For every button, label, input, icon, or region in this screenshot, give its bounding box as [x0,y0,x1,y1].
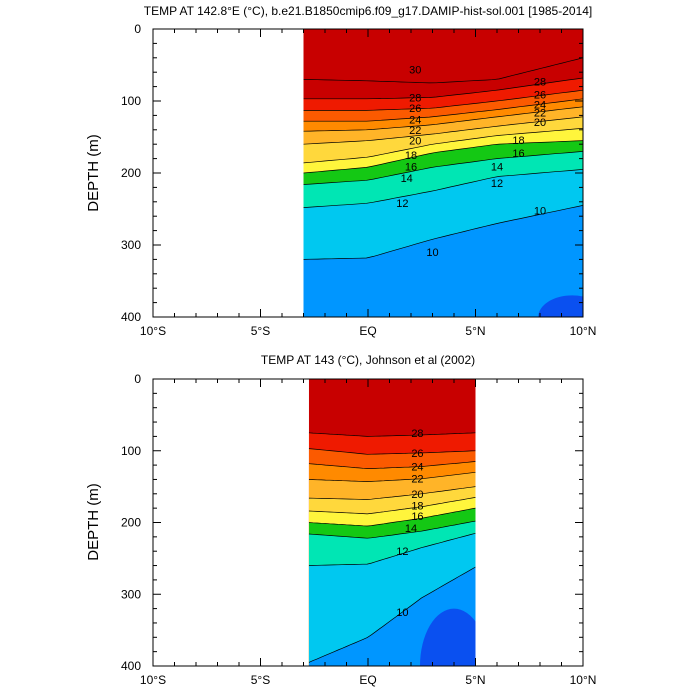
cold-core [538,295,583,317]
isotherm-20 [303,116,583,145]
contour-label: 20 [411,489,423,501]
isotherm-22 [303,106,583,132]
isotherm-24 [303,98,583,122]
x-tick-label: 5°S [251,673,270,687]
contour-label: 10 [426,247,438,259]
isotherm-28 [308,432,476,437]
isotherm-12 [303,169,583,208]
contour-label: 14 [491,162,503,174]
bottom-panel: TEMP AT 143 (°C), Johnson et al (2002) D… [85,353,597,687]
contour-label: 18 [512,135,524,147]
contour-label: 20 [409,136,421,148]
y-tick-label: 300 [121,587,141,601]
y-tick-label: 200 [121,516,141,530]
top-panel: TEMP AT 142.8°E (°C), b.e21.B1850cmip6.f… [85,4,597,338]
x-tick-label: 5°N [465,324,485,338]
y-tick-label: 400 [121,659,141,673]
isotherm-22 [308,471,476,482]
contour-label: 18 [405,150,417,162]
contour-label: 14 [405,523,417,535]
y-tick-label: 400 [121,310,141,324]
contour-label: 24 [534,100,546,112]
isotherm-26 [303,89,583,111]
contour-label: 16 [411,511,423,523]
contour-label: 22 [534,108,546,120]
contour-label: 26 [409,103,421,115]
contour-label: 22 [411,474,423,486]
contour-label: 26 [534,90,546,102]
isotherm-18 [308,497,476,515]
x-tick-label: EQ [359,673,376,687]
bottom-y-axis-label: DEPTH (m) [85,483,102,561]
x-tick-label: 10°N [570,673,597,687]
isotherm-10 [308,566,476,663]
contour-label: 12 [396,198,408,210]
x-tick-label: EQ [359,324,376,338]
contour-band-10 [303,205,583,317]
contour-label: 24 [409,115,421,127]
contour-label: 22 [409,125,421,137]
top-chart-title: TEMP AT 142.8°E (°C), b.e21.B1850cmip6.f… [144,4,593,18]
contour-label: 26 [411,448,423,460]
isotherm-18 [303,128,583,164]
contour-label: 28 [409,92,421,104]
x-tick-label: 10°S [140,324,166,338]
contour-label: 30 [409,64,421,76]
y-tick-label: 200 [121,166,141,180]
isotherm-14 [308,520,476,539]
bottom-chart-title: TEMP AT 143 (°C), Johnson et al (2002) [261,353,475,367]
contour-label: 12 [396,546,408,558]
top-plot-area: 3028262422201816141210282624222018161412… [121,22,597,338]
x-tick-label: 5°S [251,324,270,338]
isotherm-30 [303,57,583,84]
contour-label: 16 [512,148,524,160]
isotherm-20 [308,486,476,500]
contour-label: 14 [401,173,413,185]
y-tick-label: 0 [134,22,141,36]
isotherm-10 [303,205,583,260]
isotherm-24 [308,461,476,469]
cold-core [420,608,476,666]
contour-label: 28 [534,77,546,89]
x-tick-label: 5°N [465,673,485,687]
x-tick-label: 10°S [140,673,166,687]
contour-fill: 3028262422201816141210282624222018161412… [303,29,583,317]
isotherm-28 [303,77,583,100]
isotherm-16 [308,507,476,527]
contour-label: 18 [411,500,423,512]
contour-label: 10 [534,205,546,217]
isotherm-14 [303,151,583,185]
y-tick-label: 100 [121,444,141,458]
isotherm-12 [308,532,476,566]
isotherm-16 [303,140,583,174]
contour-label: 16 [405,162,417,174]
y-tick-label: 0 [134,372,141,386]
contour-label: 28 [411,428,423,440]
top-y-axis-label: DEPTH (m) [85,134,102,212]
contour-label: 12 [491,178,503,190]
contour-label: 24 [411,462,423,474]
contour-label: 10 [396,607,408,619]
isotherm-26 [308,448,476,455]
contour-label: 20 [534,117,546,129]
y-tick-label: 100 [121,94,141,108]
x-tick-label: 10°N [570,324,597,338]
y-tick-label: 300 [121,238,141,252]
